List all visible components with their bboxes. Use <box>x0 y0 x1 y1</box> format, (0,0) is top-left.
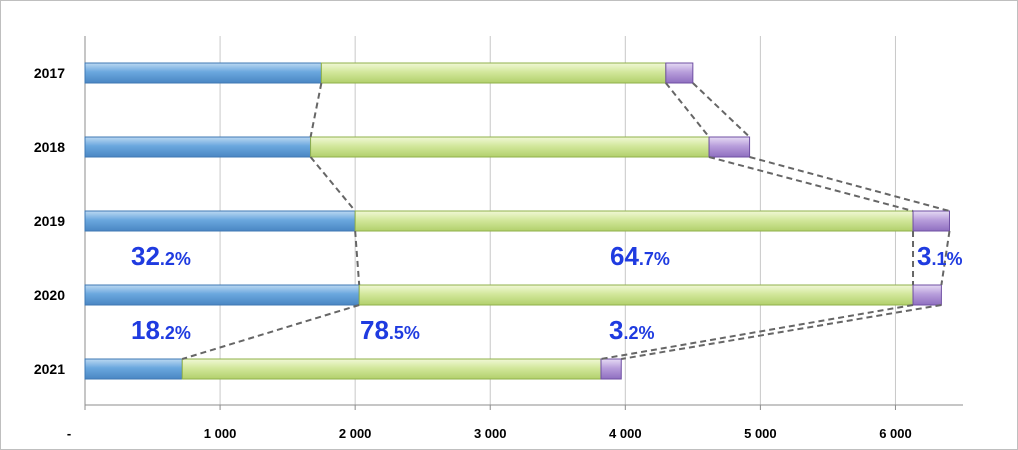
bar-segment <box>912 210 950 232</box>
x-tick-label: - <box>67 426 71 441</box>
connectors <box>181 82 951 360</box>
bar-segment <box>84 62 322 84</box>
x-tick-label: 6 000 <box>879 426 912 441</box>
connector-line <box>749 156 950 212</box>
bar-segment <box>665 62 694 84</box>
percent-label: 78.5% <box>360 315 420 345</box>
bar-segment <box>84 136 312 158</box>
bar-segment <box>84 358 183 380</box>
connector-line <box>181 304 360 360</box>
percent-label: 3.2% <box>609 315 655 345</box>
bar-segment <box>358 284 914 306</box>
category-label: 2021 <box>34 361 65 377</box>
bars <box>84 62 950 380</box>
category-label: 2019 <box>34 213 65 229</box>
x-tick-label: 3 000 <box>474 426 507 441</box>
connector-line <box>309 156 356 212</box>
connector-line <box>600 304 914 360</box>
x-tick-label: 1 000 <box>204 426 237 441</box>
connector-line <box>692 82 751 138</box>
connector-line <box>621 304 942 360</box>
connector-line <box>708 156 914 212</box>
percent-label: 64.7% <box>610 241 670 271</box>
bar-segment <box>912 284 942 306</box>
percent-label: 3.1% <box>917 241 963 271</box>
connector-line <box>309 82 323 138</box>
bar-segment <box>310 136 710 158</box>
category-label: 2018 <box>34 139 65 155</box>
connector-line <box>665 82 710 138</box>
bar-segment <box>600 358 622 380</box>
bar-segment <box>84 284 360 306</box>
x-axis: - 1 000 2 000 3 000 4 000 5 000 6 000 <box>67 36 963 441</box>
bar-segment <box>181 358 602 380</box>
category-label: 2017 <box>34 65 65 81</box>
x-tick-label: 2 000 <box>339 426 372 441</box>
bar-segment <box>320 62 667 84</box>
x-tick-label: 5 000 <box>744 426 777 441</box>
x-tick-label: 4 000 <box>609 426 642 441</box>
connector-line <box>940 230 951 286</box>
percent-label: 18.2% <box>131 315 191 345</box>
category-label: 2020 <box>34 287 65 303</box>
connector-line <box>354 230 361 286</box>
bar-segment <box>84 210 356 232</box>
bar-segment <box>354 210 914 232</box>
labels: 2017 2018 2019 2020 2021 32.2% 64.7% 3.1% 18.2% 7… <box>34 65 963 377</box>
percent-label: 32.2% <box>131 241 191 271</box>
bar-segment <box>708 136 751 158</box>
